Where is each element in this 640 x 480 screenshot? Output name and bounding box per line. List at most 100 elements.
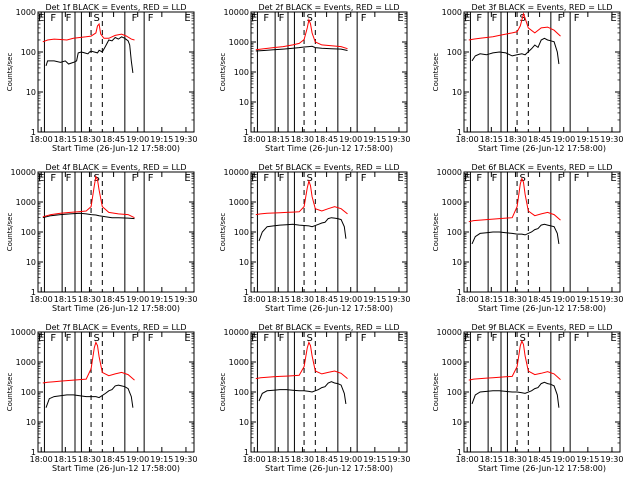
y-tick-label: 10000 bbox=[437, 168, 462, 177]
x-tick-label: 18:00 bbox=[243, 135, 266, 144]
series-line-lld bbox=[468, 339, 561, 381]
y-tick-label: 100 bbox=[234, 388, 249, 397]
region-letter: F bbox=[263, 13, 269, 24]
y-axis-label: Counts/sec bbox=[432, 53, 440, 92]
x-tick-label: 19:00 bbox=[126, 455, 149, 464]
x-axis-label: Start Time (26-Jun-12 17:58:00) bbox=[52, 304, 180, 313]
region-letter: F bbox=[361, 173, 367, 184]
x-tick-label: 18:30 bbox=[291, 135, 314, 144]
region-letter: S bbox=[94, 333, 100, 344]
x-axis-label: Start Time (26-Jun-12 17:58:00) bbox=[52, 144, 180, 153]
series-line-lld bbox=[42, 175, 135, 219]
series-line-events bbox=[258, 381, 347, 404]
series-line-events bbox=[45, 36, 134, 73]
x-tick-label: 18:15 bbox=[480, 295, 503, 304]
y-tick-label: 10000 bbox=[437, 328, 462, 337]
x-tick-label: 18:45 bbox=[102, 295, 125, 304]
region-letter: F bbox=[132, 333, 138, 344]
region-letter: F bbox=[132, 13, 138, 24]
x-tick-label: 18:15 bbox=[480, 135, 503, 144]
x-tick-label: 19:15 bbox=[363, 455, 386, 464]
y-tick-label: 10000 bbox=[224, 168, 249, 177]
series-line-events bbox=[471, 381, 560, 408]
region-letter: F bbox=[558, 333, 564, 344]
y-tick-label: 10 bbox=[26, 258, 36, 267]
x-axis-label: Start Time (26-Jun-12 17:58:00) bbox=[478, 144, 606, 153]
y-axis-label: Counts/sec bbox=[432, 213, 440, 252]
plot-frame bbox=[463, 331, 621, 453]
y-axis-label: Counts/sec bbox=[219, 373, 227, 412]
region-letter: E bbox=[610, 13, 616, 24]
y-axis-label: Counts/sec bbox=[6, 213, 14, 252]
y-tick-label: 10 bbox=[239, 418, 249, 427]
region-letter: F bbox=[148, 173, 154, 184]
series-line-events bbox=[471, 223, 560, 245]
series-line-events bbox=[471, 37, 560, 65]
x-tick-label: 19:00 bbox=[552, 135, 575, 144]
region-letter: E bbox=[464, 173, 470, 184]
x-tick-label: 18:00 bbox=[243, 455, 266, 464]
y-tick-label: 1 bbox=[31, 288, 36, 297]
region-letter: E bbox=[251, 13, 257, 24]
plot-frame bbox=[250, 331, 408, 453]
region-letter: E bbox=[184, 173, 190, 184]
region-letter: E bbox=[610, 333, 616, 344]
chart-title: Det 9f BLACK = Events, RED = LLD bbox=[471, 323, 612, 332]
region-letter: F bbox=[66, 13, 72, 24]
region-letter: S bbox=[520, 333, 526, 344]
x-tick-label: 19:00 bbox=[126, 135, 149, 144]
x-tick-label: 18:30 bbox=[504, 455, 527, 464]
x-tick-label: 18:30 bbox=[78, 135, 101, 144]
region-letter: F bbox=[345, 13, 351, 24]
region-letter: F bbox=[263, 333, 269, 344]
region-letter: F bbox=[492, 173, 498, 184]
x-tick-label: 19:15 bbox=[576, 455, 599, 464]
y-axis-label: Counts/sec bbox=[219, 213, 227, 252]
series-line-lld bbox=[255, 179, 348, 216]
x-tick-label: 19:15 bbox=[576, 295, 599, 304]
x-tick-label: 18:00 bbox=[456, 455, 479, 464]
region-letter: F bbox=[279, 13, 285, 24]
x-tick-label: 18:15 bbox=[480, 455, 503, 464]
x-tick-label: 18:30 bbox=[291, 455, 314, 464]
x-tick-label: 18:15 bbox=[267, 135, 290, 144]
x-tick-label: 18:45 bbox=[102, 455, 125, 464]
y-axis-label: Counts/sec bbox=[432, 373, 440, 412]
region-letter: F bbox=[50, 333, 56, 344]
series-line-lld bbox=[255, 341, 348, 380]
region-letter: F bbox=[263, 173, 269, 184]
region-letter: F bbox=[66, 333, 72, 344]
y-tick-label: 1000 bbox=[16, 358, 36, 367]
x-tick-label: 18:15 bbox=[267, 295, 290, 304]
region-letter: E bbox=[397, 173, 403, 184]
region-letter: E bbox=[464, 13, 470, 24]
plot-frame bbox=[250, 171, 408, 293]
region-letter: F bbox=[361, 13, 367, 24]
region-letter: E bbox=[184, 333, 190, 344]
region-letter: E bbox=[397, 333, 403, 344]
y-tick-label: 1000 bbox=[229, 198, 249, 207]
region-letter: F bbox=[148, 13, 154, 24]
x-tick-label: 19:00 bbox=[339, 295, 362, 304]
x-tick-label: 18:45 bbox=[528, 295, 551, 304]
y-tick-label: 100 bbox=[447, 48, 462, 57]
x-tick-label: 18:30 bbox=[291, 295, 314, 304]
x-axis-label: Start Time (26-Jun-12 17:58:00) bbox=[265, 304, 393, 313]
y-tick-label: 100 bbox=[234, 68, 249, 77]
plot-frame bbox=[37, 331, 195, 453]
x-tick-label: 19:30 bbox=[600, 135, 623, 144]
x-tick-label: 19:15 bbox=[150, 295, 173, 304]
y-tick-label: 10000 bbox=[11, 168, 36, 177]
region-letter: F bbox=[132, 173, 138, 184]
plot-frame bbox=[37, 11, 195, 133]
region-letter: F bbox=[148, 333, 154, 344]
region-letter: E bbox=[38, 13, 44, 24]
y-tick-label: 1 bbox=[457, 288, 462, 297]
x-axis-label: Start Time (26-Jun-12 17:58:00) bbox=[478, 464, 606, 473]
y-axis-label: Counts/sec bbox=[219, 53, 227, 92]
